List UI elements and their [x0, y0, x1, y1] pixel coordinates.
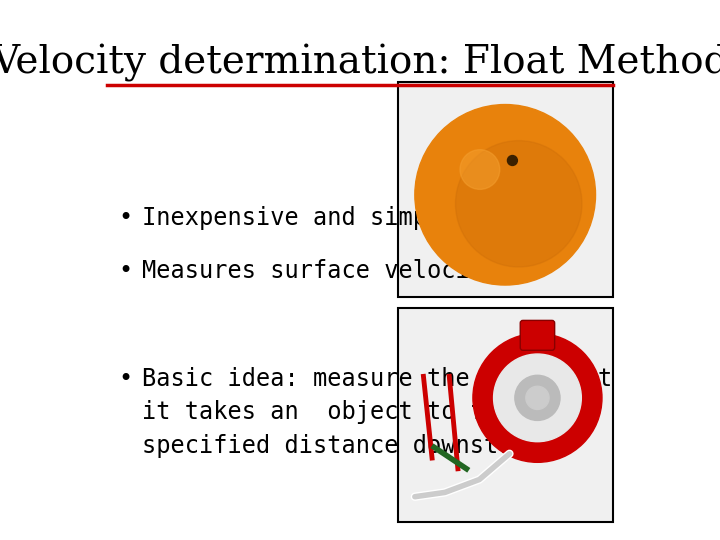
Text: Measures surface velocity: Measures surface velocity [143, 259, 498, 284]
Text: Inexpensive and simple: Inexpensive and simple [143, 206, 456, 230]
Text: •: • [118, 206, 132, 230]
Circle shape [415, 105, 595, 285]
Circle shape [456, 140, 582, 267]
FancyBboxPatch shape [397, 308, 613, 523]
Text: Velocity determination: Float Method: Velocity determination: Float Method [0, 44, 720, 83]
FancyBboxPatch shape [397, 82, 613, 297]
Circle shape [460, 150, 500, 190]
Text: •: • [118, 259, 132, 284]
Circle shape [508, 156, 518, 165]
Text: •: • [118, 367, 132, 391]
Circle shape [473, 333, 602, 462]
Circle shape [515, 375, 560, 421]
FancyBboxPatch shape [521, 320, 554, 350]
Circle shape [526, 386, 549, 409]
Circle shape [494, 354, 581, 442]
Text: Basic idea: measure the time that
it takes an  object to float a
specified dista: Basic idea: measure the time that it tak… [143, 367, 613, 458]
